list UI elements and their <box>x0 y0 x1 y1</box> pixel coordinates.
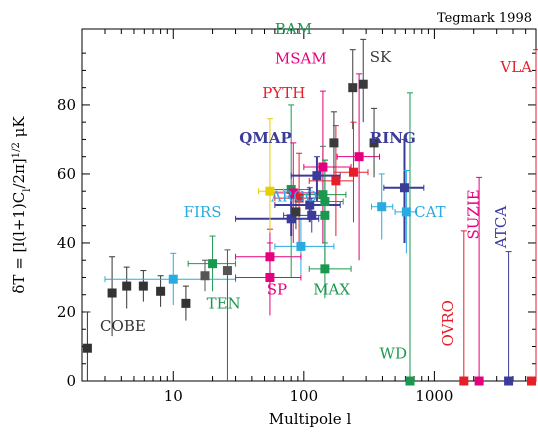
y-tick-label: 60 <box>57 165 76 183</box>
max-data-point <box>318 190 328 200</box>
y-tick-label: 40 <box>57 234 76 252</box>
qmap-data-point <box>305 200 315 210</box>
atca-data-point <box>504 376 514 386</box>
ten-label: TEN <box>207 295 241 313</box>
ovro-label: OVRO <box>439 300 457 346</box>
firs-label: FIRS <box>184 203 222 221</box>
ovro-data-point <box>459 376 469 386</box>
y-tick-label: 80 <box>57 96 76 114</box>
qmap-label: QMAP <box>239 129 292 147</box>
msam-data-point <box>354 152 364 162</box>
pyth-data-point <box>294 193 304 203</box>
cobe-data-point <box>156 286 166 296</box>
sk-data-point <box>369 138 379 148</box>
pyth2-data-point <box>348 167 358 177</box>
max-label: MAX <box>313 281 350 299</box>
x-tick-label: 100 <box>290 387 319 405</box>
sp-data-point <box>265 272 275 282</box>
msam-data-point <box>318 162 328 172</box>
green2-data-point <box>320 197 330 207</box>
cobe-data-point <box>138 281 148 291</box>
msam-data-point <box>288 188 298 198</box>
argo-data-point <box>296 241 306 251</box>
vla-label: VLA <box>499 58 532 76</box>
boom-data-point <box>265 186 275 196</box>
max-data-point <box>320 210 330 220</box>
sask-data-point <box>222 266 232 276</box>
cobe-label: COBE <box>100 317 146 335</box>
y-axis-label: δT = [l(l+1)Cl/2π]1/2 μK <box>10 116 33 294</box>
pyth-label: PYTH <box>262 84 305 102</box>
pyth-data-point <box>331 176 341 186</box>
cat-data-point <box>401 207 411 217</box>
cobe-data-point <box>122 281 132 291</box>
msam-label: MSAM <box>275 50 327 68</box>
argo-label: ARGO <box>270 188 317 206</box>
sk-data-point <box>329 138 339 148</box>
cobe-data-point <box>82 343 92 353</box>
cobe-data-point <box>181 298 191 308</box>
x-tick-label: 10 <box>164 387 183 405</box>
sk-label: SK <box>370 48 392 66</box>
qmap-data-point <box>312 171 322 181</box>
sp-data-point <box>265 252 275 262</box>
sask-data-point <box>200 271 210 281</box>
y-tick-label: 20 <box>57 303 76 321</box>
sk-data-point <box>291 207 301 217</box>
cat-label: CAT <box>414 203 446 221</box>
max-data-point <box>320 264 330 274</box>
suzie-label: SUZIE <box>465 189 483 239</box>
series-labels: COBE TEN FIRS ARGO SP MAX BAM MSAM PYTH QMAP SK RIN… <box>100 20 532 362</box>
cat-data-point <box>377 202 387 212</box>
axis-ticks: 0 20 40 60 80 10 100 1000 <box>57 29 537 405</box>
wd-label: WD <box>380 345 407 363</box>
firs-data-point <box>168 274 178 284</box>
data-markers <box>82 79 536 386</box>
suzie-data-point <box>474 376 484 386</box>
chart-title: Tegmark 1998 <box>437 11 532 26</box>
ring-label: RING <box>370 129 416 147</box>
wd-data-point <box>405 376 415 386</box>
y-tick-label: 0 <box>66 372 76 390</box>
cobe-data-point <box>107 288 117 298</box>
msam2-data-point <box>307 210 317 220</box>
x-tick-label: 1000 <box>415 387 453 405</box>
sk-data-point <box>358 79 368 89</box>
qmap-data-point <box>286 214 296 224</box>
ring-data-point <box>399 183 409 193</box>
vla-data-point <box>527 376 536 386</box>
x-axis-label: Multipole l <box>269 410 352 428</box>
ten-data-point <box>208 259 218 269</box>
sk-data-point <box>348 83 358 93</box>
atca-label: ATCA <box>492 206 510 249</box>
bam-label: BAM <box>275 20 312 38</box>
sp-label: SP <box>267 281 287 299</box>
